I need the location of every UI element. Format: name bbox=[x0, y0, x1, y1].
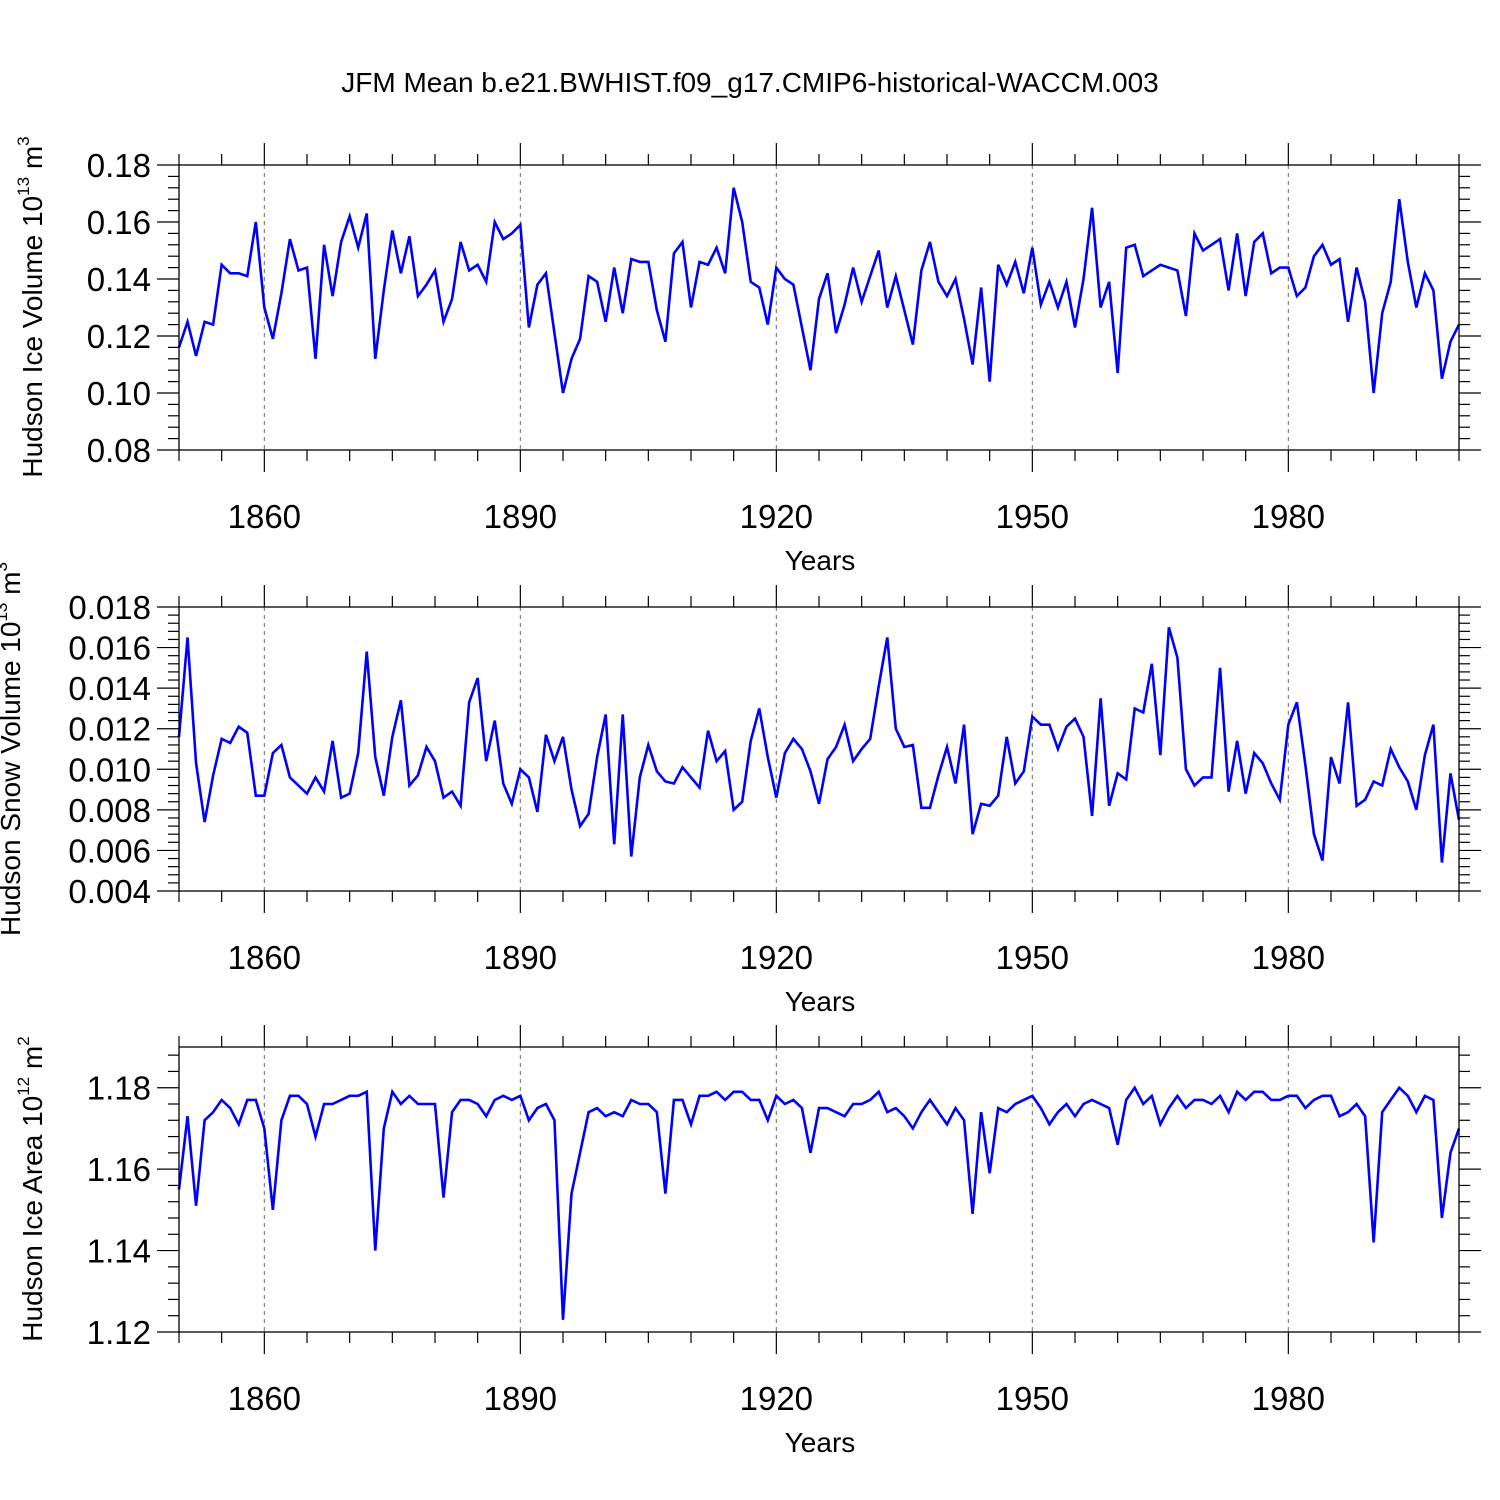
y-axis-label-superscript: 13 bbox=[0, 603, 11, 622]
y-tick-label: 0.12 bbox=[87, 318, 151, 355]
y-tick-label: 0.010 bbox=[68, 751, 151, 788]
y-axis-label-text: Hudson Ice Volume 10 bbox=[17, 196, 48, 478]
x-tick-label: 1980 bbox=[1252, 939, 1325, 976]
x-tick-label: 1980 bbox=[1252, 498, 1325, 535]
series-line bbox=[177, 626, 1461, 863]
series-line bbox=[177, 1085, 1461, 1320]
panel-1: 0.08 0.10 0.12 0.14 0.16 0.18 1860 1890 1920 1950… bbox=[14, 136, 1481, 576]
x-axis-label: Years bbox=[785, 986, 856, 1017]
y-tick-label: 0.08 bbox=[87, 432, 151, 469]
y-axis-label-superscript: 2 bbox=[14, 1036, 33, 1045]
y-axis-label-text: m bbox=[0, 572, 26, 603]
series-line bbox=[177, 187, 1461, 394]
x-tick-label: 1860 bbox=[228, 939, 301, 976]
x-tick-label: 1890 bbox=[484, 498, 557, 535]
x-axis-label: Years bbox=[785, 1427, 856, 1458]
y-tick-label: 0.008 bbox=[68, 792, 151, 829]
x-tick-label: 1860 bbox=[228, 498, 301, 535]
y-axis-label: Hudson Snow Volume 1013 m3 bbox=[0, 562, 26, 936]
y-tick-label: 0.012 bbox=[68, 711, 151, 748]
y-tick-label: 0.006 bbox=[68, 832, 151, 869]
y-axis-label-text: Hudson Snow Volume 10 bbox=[0, 622, 26, 936]
y-tick-label: 0.018 bbox=[68, 589, 151, 626]
y-axis-label-superscript: 12 bbox=[14, 1077, 33, 1096]
y-tick-label: 0.004 bbox=[68, 873, 151, 910]
y-tick-label: 0.14 bbox=[87, 261, 151, 298]
y-tick-label: 0.016 bbox=[68, 630, 151, 667]
y-tick-label: 0.16 bbox=[87, 204, 151, 241]
x-tick-label: 1980 bbox=[1252, 1380, 1325, 1417]
y-tick-label: 1.18 bbox=[87, 1070, 151, 1107]
panel-3: 1.12 1.14 1.16 1.18 1860 1890 1920 1950 1980 Year… bbox=[14, 1025, 1481, 1458]
x-tick-label: 1890 bbox=[484, 1380, 557, 1417]
x-tick-label: 1860 bbox=[228, 1380, 301, 1417]
y-tick-label: 0.10 bbox=[87, 375, 151, 412]
y-axis-label: Hudson Ice Volume 1013 m3 bbox=[14, 136, 48, 477]
y-axis-label-text: Hudson Ice Area 10 bbox=[17, 1096, 48, 1342]
y-axis-label-text: m bbox=[17, 1046, 48, 1077]
x-tick-label: 1920 bbox=[740, 939, 813, 976]
x-tick-label: 1890 bbox=[484, 939, 557, 976]
x-tick-label: 1950 bbox=[996, 1380, 1069, 1417]
plot-frame bbox=[178, 606, 1460, 892]
y-tick-label: 1.12 bbox=[87, 1314, 151, 1351]
y-tick-label: 0.014 bbox=[68, 670, 151, 707]
y-axis-label-superscript: 3 bbox=[14, 136, 33, 145]
y-tick-label: 1.16 bbox=[87, 1151, 151, 1188]
x-tick-label: 1950 bbox=[996, 498, 1069, 535]
x-tick-label: 1950 bbox=[996, 939, 1069, 976]
x-tick-label: 1920 bbox=[740, 1380, 813, 1417]
y-axis-label-superscript: 13 bbox=[14, 177, 33, 196]
y-tick-label: 1.14 bbox=[87, 1233, 151, 1270]
y-axis-label-text: m bbox=[17, 146, 48, 177]
y-axis-label-superscript: 3 bbox=[0, 562, 11, 571]
x-axis-label: Years bbox=[785, 545, 856, 576]
x-tick-label: 1920 bbox=[740, 498, 813, 535]
y-tick-label: 0.18 bbox=[87, 147, 151, 184]
y-axis-label: Hudson Ice Area 1012 m2 bbox=[14, 1036, 48, 1341]
chart-title: JFM Mean b.e21.BWHIST.f09_g17.CMIP6-hist… bbox=[341, 67, 1158, 98]
